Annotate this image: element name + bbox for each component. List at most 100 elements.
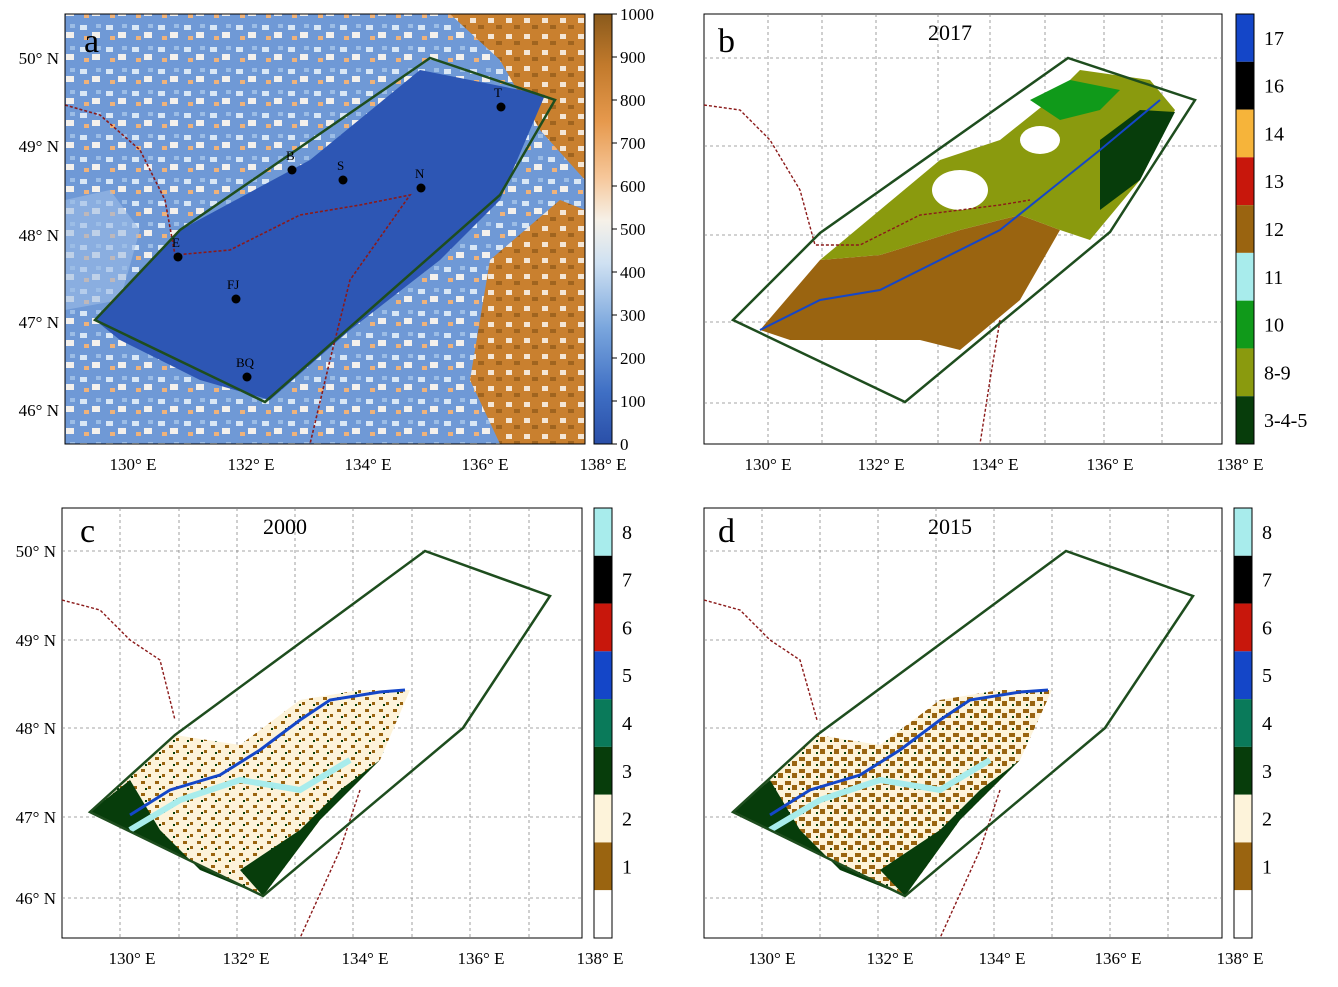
mountain-se <box>470 200 585 444</box>
lat-labels-c: 50° N 49° N 48° N 47° N 46° N <box>16 542 56 908</box>
panel-letter-c: c <box>80 513 95 550</box>
colorbar-class-label: 5 <box>1262 665 1272 687</box>
colorbar-class-label: 1 <box>1262 856 1272 878</box>
lat-label: 48° N <box>16 719 56 738</box>
colorbar-tick-label: 900 <box>620 48 646 67</box>
study-area-polygon-b <box>730 56 1197 404</box>
lon-label: 136° E <box>1095 949 1142 968</box>
lon-label: 130° E <box>110 455 157 474</box>
colorbar-landcover-d: 8 7 6 5 4 3 2 1 <box>1233 507 1272 939</box>
colorbar-swatch <box>1234 603 1252 652</box>
colorbar-swatch <box>594 555 612 604</box>
colorbar-class-label: 5 <box>622 665 632 687</box>
colorbar-class-label: 10 <box>1264 315 1284 337</box>
colorbar-tick-label: 500 <box>620 220 646 239</box>
study-area-polygon-c <box>87 549 552 898</box>
colorbar-class-label: 16 <box>1264 76 1284 98</box>
station-marker-n <box>416 183 426 193</box>
colorbar-swatch <box>1236 61 1254 110</box>
colorbar-tick-label: 1000 <box>620 5 654 24</box>
lon-label: 136° E <box>1087 455 1134 474</box>
mountain-ne <box>450 14 585 180</box>
river-d <box>769 688 1049 817</box>
colorbar-class-label: 3-4-5 <box>1264 410 1307 432</box>
lowland-plain <box>95 70 545 400</box>
colorbar-landcover-b: 17 16 14 13 12 11 10 8-9 3-4-5 <box>1235 13 1307 445</box>
lat-label: 50° N <box>19 49 59 68</box>
colorbar-swatch <box>1236 157 1254 206</box>
panel-d: 2015 d 8 7 6 5 4 3 2 1 130° E 132° E 134° E 136° E… <box>703 507 1272 968</box>
station-label-s: S <box>337 158 344 173</box>
colorbar-class-label: 7 <box>1262 570 1272 592</box>
colorbar-swatch <box>1234 555 1252 604</box>
colorbar-class-label: 3 <box>622 761 632 783</box>
lon-label: 130° E <box>745 455 792 474</box>
colorbar-swatch <box>1236 252 1254 301</box>
lat-label: 49° N <box>16 631 56 650</box>
colorbar-swatch <box>594 651 612 700</box>
lat-label: 46° N <box>19 401 59 420</box>
colorbar-swatch <box>594 890 612 938</box>
colorbar-class-label: 6 <box>1262 617 1272 639</box>
lon-label: 132° E <box>228 455 275 474</box>
colorbar-swatch <box>594 603 612 652</box>
station-label-e: E <box>172 235 180 250</box>
colorbar-class-label: 2 <box>1262 809 1272 831</box>
station-label-bq: BQ <box>236 355 255 370</box>
lon-labels-a: 130° E 132° E 134° E 136° E 138° E <box>110 455 627 474</box>
lon-label: 132° E <box>858 455 905 474</box>
station-label-t: T <box>494 85 502 100</box>
colorbar-landcover-c: 8 7 6 5 4 3 2 1 <box>593 507 632 939</box>
panel-b: 2017 b 17 16 14 13 12 11 10 8-9 3-4-5 130° E 132°… <box>703 13 1307 474</box>
lat-label: 46° N <box>16 889 56 908</box>
lon-label: 136° E <box>462 455 509 474</box>
colorbar-class-label: 7 <box>622 570 632 592</box>
river-b <box>759 99 1161 331</box>
lon-labels-b: 130° E 132° E 134° E 136° E 138° E <box>745 455 1264 474</box>
lat-label: 47° N <box>19 313 59 332</box>
panel-letter-a: a <box>84 23 99 60</box>
colorbar-class-label: 17 <box>1264 28 1284 50</box>
lon-label: 138° E <box>577 949 624 968</box>
station-label-fj: FJ <box>227 277 239 292</box>
border-river <box>64 104 412 445</box>
river-c <box>129 688 406 817</box>
lat-label: 48° N <box>19 226 59 245</box>
panel-letter-b: b <box>718 23 735 60</box>
colorbar-class-label: 8 <box>622 522 632 544</box>
lat-label: 49° N <box>19 137 59 156</box>
lon-label: 134° E <box>345 455 392 474</box>
lat-label: 50° N <box>16 542 56 561</box>
colorbar-swatch <box>594 794 612 843</box>
colorbar-swatch <box>1234 508 1252 556</box>
lon-label: 138° E <box>1217 949 1264 968</box>
lon-labels-c: 130° E 132° E 134° E 136° E 138° E <box>109 949 624 968</box>
lon-label: 132° E <box>223 949 270 968</box>
colorbar-swatch <box>1236 205 1254 253</box>
colorbar-swatch <box>1234 699 1252 747</box>
lon-label: 138° E <box>1217 455 1264 474</box>
colorbar-class-label: 1 <box>622 856 632 878</box>
colorbar-tick-label: 600 <box>620 177 646 196</box>
lon-label: 134° E <box>972 455 1019 474</box>
station-label-b: B <box>286 148 295 163</box>
colorbar-class-label: 11 <box>1264 267 1283 289</box>
colorbar-class-label: 12 <box>1264 219 1284 241</box>
panel-year-b: 2017 <box>928 20 972 45</box>
colorbar-tick-label: 200 <box>620 349 646 368</box>
station-marker-b <box>287 165 297 175</box>
colorbar-tick-label: 400 <box>620 263 646 282</box>
lat-labels-a: 50° N 49° N 48° N 47° N 46° N <box>19 49 59 420</box>
colorbar-elevation <box>593 13 613 445</box>
station-marker-s <box>338 175 348 185</box>
landcover-wetland <box>820 70 1175 260</box>
study-area-polygon <box>92 56 557 404</box>
colorbar-swatch <box>1236 300 1254 349</box>
colorbar-class-label: 2 <box>622 809 632 831</box>
colorbar-swatch <box>594 842 612 891</box>
colorbar-class-label: 8 <box>1262 522 1272 544</box>
colorbar-swatch <box>594 746 612 795</box>
station-markers: T B S N E FJ BQ <box>172 85 506 382</box>
colorbar-tick-label: 800 <box>620 91 646 110</box>
colorbar-class-label: 13 <box>1264 171 1284 193</box>
